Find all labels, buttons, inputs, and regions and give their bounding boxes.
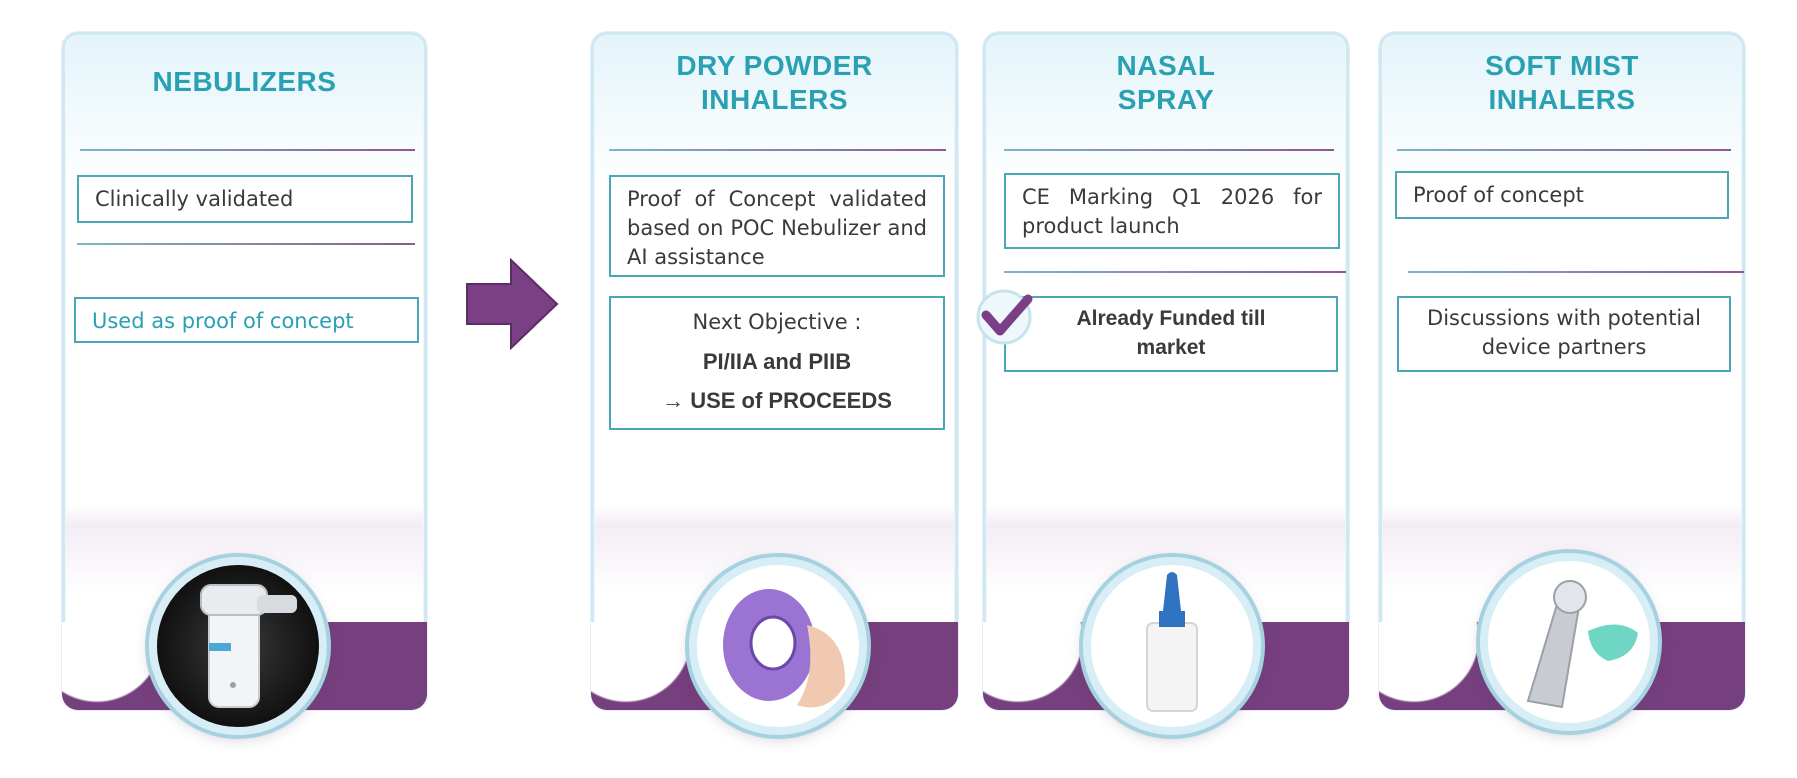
card-title-line1: NASAL [1116, 50, 1216, 81]
card-nebulizers: NEBULIZERS Clinically validated Used as … [62, 32, 427, 735]
divider [1408, 271, 1744, 273]
partners-line1: Discussions with potential [1427, 306, 1701, 330]
funding-box: Already Funded till market [1004, 296, 1338, 372]
card-title-line2: INHALERS [1488, 84, 1636, 115]
card-title: SOFT MIST INHALERS [1382, 49, 1742, 117]
nasal-spray-bottle-icon [1083, 557, 1261, 735]
card-title: DRY POWDER INHALERS [594, 49, 955, 117]
funding-line1: Already Funded till [1076, 307, 1266, 330]
objective-proceeds: → USE of PROCEEDS [662, 388, 892, 413]
status-box: CE Marking Q1 2026 for product launch [1004, 173, 1340, 249]
card-title-line1: DRY POWDER [676, 50, 873, 81]
divider [1004, 149, 1334, 151]
divider [77, 243, 415, 245]
status-box: Proof of concept [1395, 171, 1729, 219]
divider [1004, 271, 1346, 273]
divider [609, 149, 946, 151]
card-title-line1: SOFT MIST [1485, 50, 1639, 81]
card-soft-mist-inhalers: SOFT MIST INHALERS Proof of concept Disc… [1379, 32, 1745, 731]
status-box: Clinically validated [77, 175, 413, 223]
partners-line2: device partners [1481, 335, 1647, 359]
usage-box: Used as proof of concept [74, 297, 419, 343]
card-title: NASAL SPRAY [986, 49, 1346, 117]
card-dry-powder-inhalers: DRY POWDER INHALERS Proof of Concept val… [591, 32, 958, 735]
right-arrow-icon [465, 257, 559, 355]
funding-line2: market [1136, 336, 1206, 359]
card-title-line2: SPRAY [1117, 84, 1215, 115]
nebulizer-device-icon [149, 557, 327, 735]
card-nasal-spray: NASAL SPRAY CE Marking Q1 2026 for produ… [983, 32, 1349, 735]
objective-label: Next Objective : [692, 310, 862, 334]
divider [80, 149, 415, 151]
objective-box: Next Objective : PI/IIA and PIIB → USE o… [609, 296, 945, 430]
status-box: Proof of Concept validated based on POC … [609, 175, 945, 277]
partners-box: Discussions with potential device partne… [1397, 296, 1731, 372]
objective-phase: PI/IIA and PIIB [702, 349, 852, 374]
card-title-line2: INHALERS [700, 84, 849, 115]
card-title: NEBULIZERS [152, 66, 337, 97]
divider [1397, 149, 1731, 151]
soft-mist-inhaler-icon [1480, 553, 1658, 731]
dry-powder-inhaler-icon [689, 557, 867, 735]
checkmark-icon [974, 287, 1040, 352]
